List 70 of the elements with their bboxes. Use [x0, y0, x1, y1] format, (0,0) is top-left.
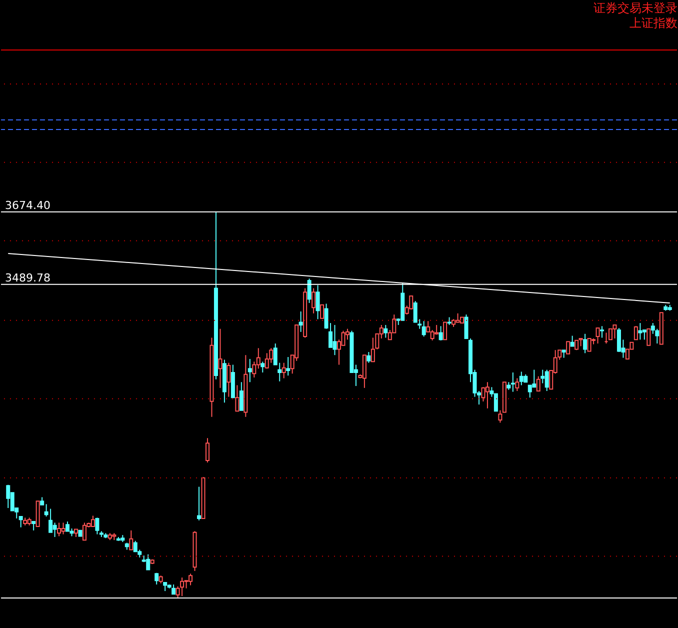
candlestick	[82, 522, 86, 541]
candlestick	[646, 328, 651, 346]
candlestick	[519, 371, 524, 386]
candlestick	[366, 352, 371, 364]
candlestick	[544, 369, 549, 392]
candlestick	[638, 322, 642, 340]
candlestick	[362, 354, 366, 388]
candlestick	[596, 328, 600, 344]
candlestick	[608, 328, 612, 340]
candlestick	[18, 516, 23, 528]
candlestick	[634, 326, 638, 340]
candlestick	[90, 515, 95, 528]
candlestick	[129, 530, 134, 550]
candlestick	[536, 376, 540, 392]
candlestick	[515, 378, 520, 392]
candlestick	[443, 322, 448, 340]
candlestick	[332, 324, 337, 356]
candlestick	[218, 328, 222, 388]
candlestick	[286, 356, 290, 376]
candlestick	[316, 284, 320, 320]
candlestick	[566, 341, 570, 354]
candlestick	[498, 410, 502, 424]
candlestick	[235, 384, 240, 412]
candlestick	[481, 386, 486, 402]
candlestick	[494, 393, 498, 412]
candlestick	[146, 554, 150, 570]
candlestick	[600, 326, 604, 338]
candlestick	[510, 372, 515, 392]
candlestick	[188, 573, 193, 586]
candlestick	[52, 522, 57, 538]
candlestick	[320, 304, 324, 319]
candlestick	[409, 296, 414, 310]
candlestick	[583, 333, 588, 354]
annotation: 3674.40	[5, 198, 50, 212]
candlestick	[252, 361, 256, 378]
candlestick	[172, 584, 176, 595]
candlestick	[226, 362, 231, 398]
candlestick	[528, 384, 532, 398]
candlestick	[485, 382, 490, 409]
candlestick	[438, 326, 443, 341]
candlestick	[587, 338, 592, 352]
candlestick	[642, 329, 646, 340]
candlestick	[260, 361, 265, 373]
candlestick	[66, 521, 70, 532]
candlestick	[570, 335, 574, 347]
candlestick	[248, 358, 252, 383]
candlestick	[57, 522, 62, 537]
candlestick	[95, 517, 100, 535]
candlestick	[370, 337, 375, 362]
chart-subtitle: 上证指数	[630, 16, 678, 30]
candlestick	[48, 508, 53, 533]
candlestick	[540, 369, 545, 384]
candlestick	[44, 504, 48, 518]
candlestick	[612, 324, 617, 339]
candlestick	[312, 288, 316, 314]
chart-title: 证券交易未登录	[594, 1, 678, 15]
candlestick	[205, 438, 210, 463]
annotation: 3489.78	[5, 271, 50, 284]
candlestick	[61, 522, 66, 535]
candlestick	[282, 362, 286, 379]
candlestick	[197, 486, 202, 521]
candlestick	[384, 324, 388, 338]
candlestick	[298, 310, 303, 332]
candlestick	[324, 303, 328, 330]
candlestick	[239, 382, 244, 411]
candlestick	[180, 577, 184, 597]
candlestick	[6, 484, 10, 509]
candlestick	[422, 320, 426, 338]
candlestick	[307, 278, 312, 304]
candlestick	[430, 329, 434, 341]
